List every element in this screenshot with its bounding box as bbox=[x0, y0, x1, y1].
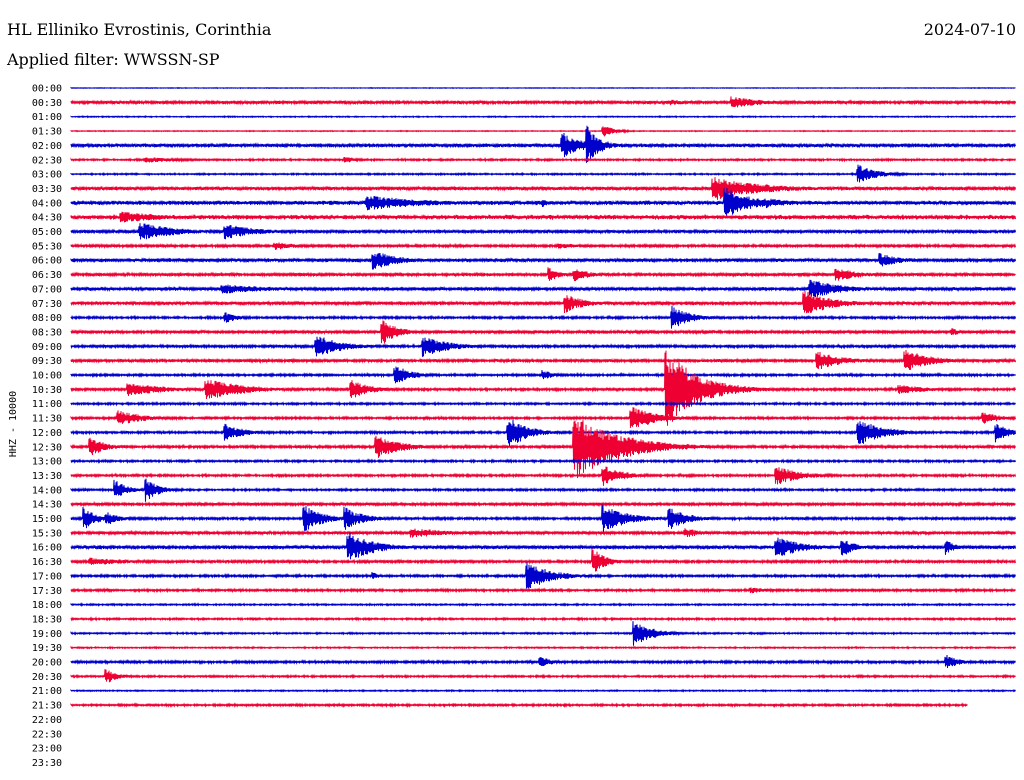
trace-line-0830 bbox=[70, 320, 1016, 344]
filter-label: Applied filter: WWSSN-SP bbox=[7, 50, 220, 69]
row-time-label: 14:30 bbox=[32, 500, 62, 511]
row-time-label: 19:00 bbox=[32, 629, 62, 640]
row-time-label: 20:00 bbox=[32, 658, 62, 669]
row-time-label: 08:30 bbox=[32, 327, 62, 338]
trace-line-1530 bbox=[70, 528, 1016, 538]
chart-date: 2024-07-10 bbox=[923, 20, 1016, 39]
row-time-label: 17:00 bbox=[32, 571, 62, 582]
row-time-label: 14:00 bbox=[32, 485, 62, 496]
trace-line-0230 bbox=[70, 156, 1016, 163]
trace-line-0330 bbox=[70, 177, 1016, 200]
trace-line-0000 bbox=[70, 86, 1016, 90]
row-time-label: 06:00 bbox=[32, 256, 62, 267]
row-time-label: 04:30 bbox=[32, 213, 62, 224]
trace-line-1930 bbox=[70, 645, 1016, 650]
row-time-label: 07:30 bbox=[32, 299, 62, 310]
row-time-label: 19:30 bbox=[32, 643, 62, 654]
trace-line-1400 bbox=[70, 478, 1016, 502]
row-time-label: 05:00 bbox=[32, 227, 62, 238]
row-time-label: 13:30 bbox=[32, 471, 62, 482]
row-time-label: 23:00 bbox=[32, 744, 62, 755]
trace-line-2100 bbox=[70, 688, 1016, 693]
row-time-label: 07:00 bbox=[32, 284, 62, 295]
trace-line-0630 bbox=[70, 267, 1016, 282]
trace-line-2000 bbox=[70, 654, 1016, 669]
row-time-label: 21:00 bbox=[32, 686, 62, 697]
trace-line-1800 bbox=[70, 602, 1016, 608]
trace-line-1100 bbox=[70, 400, 1016, 407]
trace-line-0800 bbox=[70, 305, 1016, 329]
trace-line-1830 bbox=[70, 615, 1016, 622]
trace-line-1130 bbox=[70, 407, 1016, 428]
row-time-label: 04:00 bbox=[32, 198, 62, 209]
row-time-label: 23:30 bbox=[32, 758, 62, 769]
trace-line-0130 bbox=[70, 126, 1016, 137]
row-time-label: 03:30 bbox=[32, 184, 62, 195]
row-label-group: 00:00 00:30 01:00 01:30 02:00 02:30 03:00 03:30… bbox=[32, 84, 62, 769]
row-time-label: 21:30 bbox=[32, 701, 62, 712]
trace-line-0200 bbox=[70, 125, 1016, 163]
trace-line-1000 bbox=[70, 366, 1016, 384]
trace-line-0530 bbox=[70, 242, 1016, 250]
y-axis-label: HHZ - 10000 bbox=[8, 391, 19, 457]
row-time-label: 08:00 bbox=[32, 313, 62, 324]
trace-line-1630 bbox=[70, 548, 1016, 572]
row-time-label: 11:00 bbox=[32, 399, 62, 410]
trace-line-0700 bbox=[70, 279, 1016, 298]
trace-line-1300 bbox=[70, 458, 1016, 465]
trace-line-0500 bbox=[70, 223, 1016, 240]
trace-line-0730 bbox=[70, 291, 1016, 314]
row-time-label: 20:30 bbox=[32, 672, 62, 683]
row-time-label: 22:30 bbox=[32, 729, 62, 740]
row-time-label: 17:30 bbox=[32, 586, 62, 597]
row-time-label: 00:00 bbox=[32, 84, 62, 95]
row-time-label: 13:00 bbox=[32, 457, 62, 468]
trace-line-1500 bbox=[70, 504, 1016, 533]
row-time-label: 10:30 bbox=[32, 385, 62, 396]
row-time-label: 18:00 bbox=[32, 600, 62, 611]
trace-line-1200 bbox=[70, 419, 1016, 447]
trace-line-2130 bbox=[70, 702, 968, 709]
row-time-label: 06:30 bbox=[32, 270, 62, 281]
row-time-label: 16:30 bbox=[32, 557, 62, 568]
row-time-label: 01:00 bbox=[32, 112, 62, 123]
trace-line-0600 bbox=[70, 252, 1016, 270]
row-time-label: 01:30 bbox=[32, 127, 62, 138]
row-time-label: 12:00 bbox=[32, 428, 62, 439]
trace-line-0400 bbox=[70, 187, 1016, 216]
row-time-label: 05:30 bbox=[32, 241, 62, 252]
trace-line-1730 bbox=[70, 587, 1016, 594]
trace-line-1600 bbox=[70, 532, 1016, 560]
trace-line-1700 bbox=[70, 562, 1016, 589]
trace-line-0100 bbox=[70, 114, 1016, 119]
row-time-label: 09:30 bbox=[32, 356, 62, 367]
row-time-label: 03:00 bbox=[32, 170, 62, 181]
row-time-label: 16:00 bbox=[32, 543, 62, 554]
row-time-label: 11:30 bbox=[32, 414, 62, 425]
trace-line-0930 bbox=[70, 349, 1016, 370]
row-time-label: 12:30 bbox=[32, 442, 62, 453]
trace-line-1900 bbox=[70, 621, 1016, 646]
row-time-label: 15:00 bbox=[32, 514, 62, 525]
row-time-label: 02:30 bbox=[32, 155, 62, 166]
row-time-label: 22:00 bbox=[32, 715, 62, 726]
trace-line-0900 bbox=[70, 336, 1016, 357]
trace-line-1430 bbox=[70, 500, 1016, 508]
trace-line-0030 bbox=[70, 96, 1016, 108]
trace-line-2030 bbox=[70, 669, 1016, 683]
row-time-label: 18:30 bbox=[32, 614, 62, 625]
trace-line-1330 bbox=[70, 466, 1016, 486]
station-title: HL Elliniko Evrostinis, Corinthia bbox=[7, 20, 272, 39]
row-time-label: 02:00 bbox=[32, 141, 62, 152]
trace-line-1030 bbox=[70, 350, 1016, 426]
trace-line-0430 bbox=[70, 211, 1016, 223]
row-time-label: 00:30 bbox=[32, 98, 62, 109]
trace-line-0300 bbox=[70, 164, 1016, 183]
row-time-label: 15:30 bbox=[32, 528, 62, 539]
row-time-label: 09:00 bbox=[32, 342, 62, 353]
trace-group bbox=[70, 86, 1016, 709]
trace-line-1230 bbox=[70, 420, 1016, 479]
row-time-label: 10:00 bbox=[32, 371, 62, 382]
